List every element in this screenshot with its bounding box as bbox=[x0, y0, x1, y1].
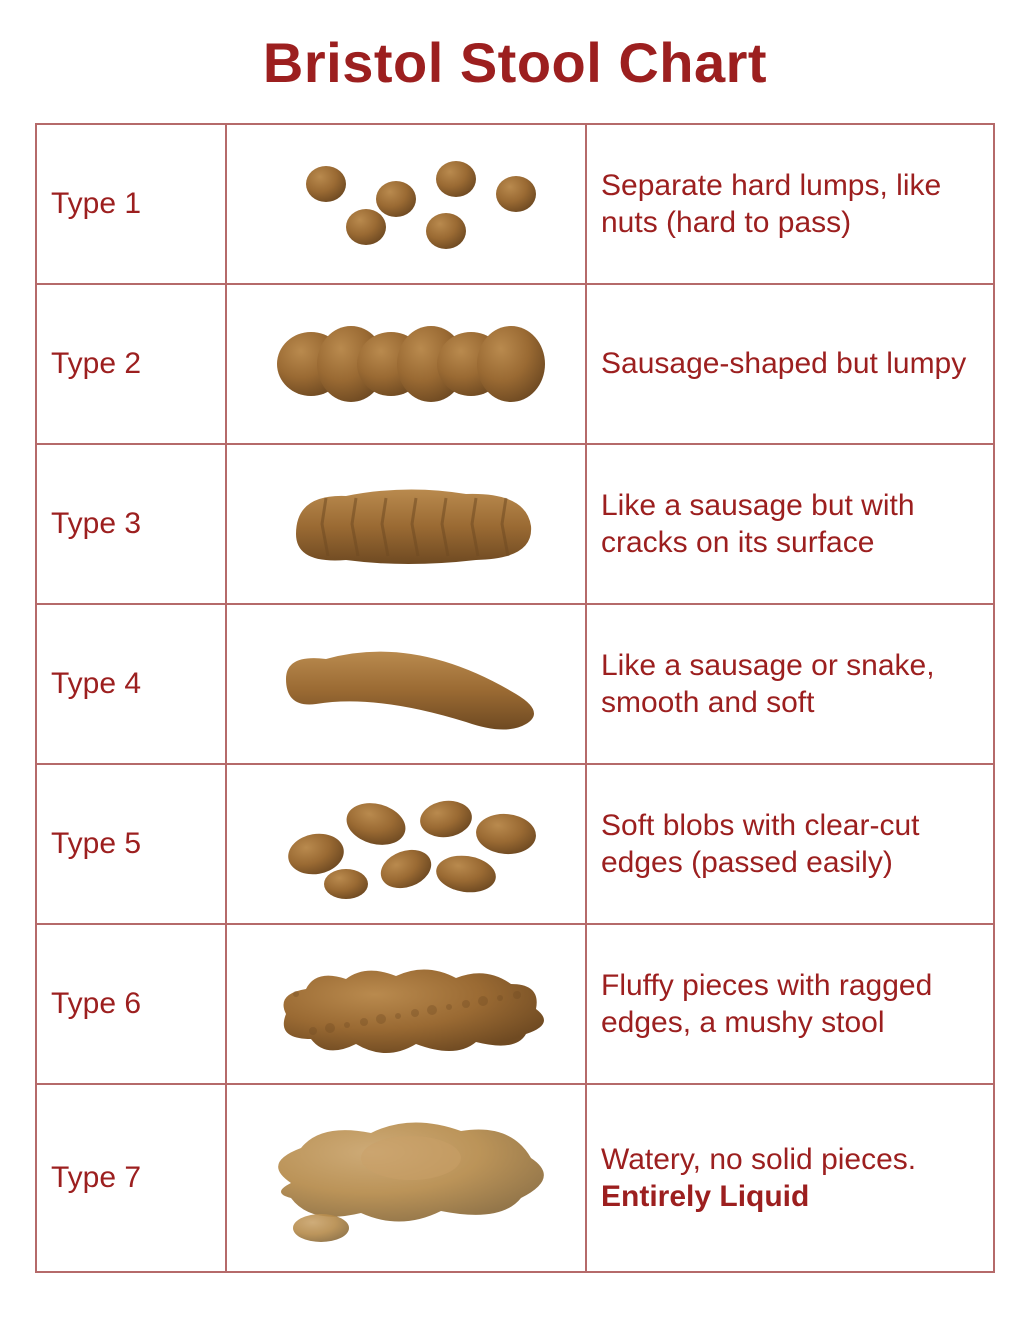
page: Bristol Stool Chart Type 1 Separate hard… bbox=[0, 0, 1030, 1313]
stool-illustration bbox=[226, 764, 586, 924]
stool-illustration bbox=[226, 444, 586, 604]
stool-illustration bbox=[226, 604, 586, 764]
chart-body: Type 1 Separate hard lumps, like nuts (h… bbox=[36, 124, 994, 1272]
type-label: Type 7 bbox=[36, 1084, 226, 1272]
table-row: Type 1 Separate hard lumps, like nuts (h… bbox=[36, 124, 994, 284]
type-description: Fluffy pieces with ragged edges, a mushy… bbox=[586, 924, 994, 1084]
table-row: Type 5 Soft blobs with clear-cut edges (… bbox=[36, 764, 994, 924]
stool-illustration bbox=[226, 284, 586, 444]
stool-illustration bbox=[226, 924, 586, 1084]
table-row: Type 6 Fluffy pieces with ragged edges, … bbox=[36, 924, 994, 1084]
stool-chart-table: Type 1 Separate hard lumps, like nuts (h… bbox=[35, 123, 995, 1273]
table-row: Type 4 Like a sausage or snake, smooth a… bbox=[36, 604, 994, 764]
type-description: Like a sausage but with cracks on its su… bbox=[586, 444, 994, 604]
type-label: Type 6 bbox=[36, 924, 226, 1084]
type-label: Type 2 bbox=[36, 284, 226, 444]
type-description: Sausage-shaped but lumpy bbox=[586, 284, 994, 444]
stool-illustration bbox=[226, 124, 586, 284]
stool-illustration bbox=[226, 1084, 586, 1272]
chart-title: Bristol Stool Chart bbox=[20, 30, 1010, 95]
type-description: Like a sausage or snake, smooth and soft bbox=[586, 604, 994, 764]
type-description: Watery, no solid pieces. Entirely Liquid bbox=[586, 1084, 994, 1272]
type-label: Type 3 bbox=[36, 444, 226, 604]
table-row: Type 7 Watery, no solid pieces. Entirely… bbox=[36, 1084, 994, 1272]
description-text: Watery, no solid pieces. bbox=[601, 1143, 916, 1176]
description-bold: Entirely Liquid bbox=[601, 1180, 809, 1213]
type-label: Type 4 bbox=[36, 604, 226, 764]
type-label: Type 1 bbox=[36, 124, 226, 284]
table-row: Type 3 Like a sausage but with cracks on… bbox=[36, 444, 994, 604]
type-label: Type 5 bbox=[36, 764, 226, 924]
type-description: Separate hard lumps, like nuts (hard to … bbox=[586, 124, 994, 284]
type-description: Soft blobs with clear-cut edges (passed … bbox=[586, 764, 994, 924]
table-row: Type 2 Sausage-shaped but lumpy bbox=[36, 284, 994, 444]
